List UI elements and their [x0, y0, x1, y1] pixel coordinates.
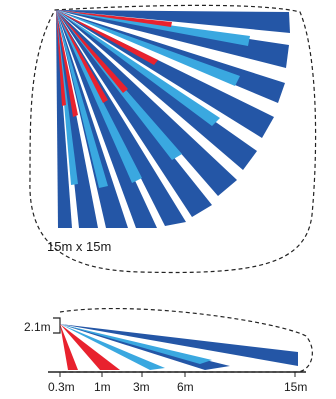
side-view: 2.1m 0.3m 1m 3m 6m 15m — [24, 307, 313, 394]
top-view-far-zone-beams — [56, 10, 290, 228]
sensor-mount-bracket — [53, 317, 61, 334]
distance-tick-label: 6m — [177, 380, 194, 394]
distance-tick-marks — [59, 372, 296, 377]
side-view-near-zone-beams — [60, 324, 120, 370]
side-view-mid-zone-beams — [60, 324, 212, 370]
distance-tick-label: 15m — [284, 380, 307, 394]
top-view-near-zone-beams — [56, 10, 172, 117]
top-view: 15m x 15m — [29, 4, 317, 274]
top-view-area-label: 15m x 15m — [47, 239, 111, 254]
distance-tick-label: 3m — [133, 380, 150, 394]
top-view-coverage-outline — [29, 4, 317, 274]
side-view-coverage-outline — [59, 307, 313, 373]
distance-tick-labels: 0.3m 1m 3m 6m 15m — [48, 380, 307, 394]
distance-tick-label: 1m — [94, 380, 111, 394]
sensor-height-label: 2.1m — [24, 320, 51, 334]
distance-tick-label: 0.3m — [48, 380, 75, 394]
